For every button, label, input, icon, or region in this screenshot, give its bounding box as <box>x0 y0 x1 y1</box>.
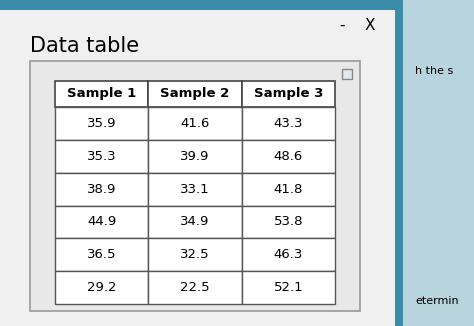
Text: 44.9: 44.9 <box>87 215 116 229</box>
Text: 53.8: 53.8 <box>273 215 303 229</box>
Bar <box>148 205 242 238</box>
Bar <box>55 271 148 304</box>
Bar <box>148 173 242 205</box>
Bar <box>148 271 242 304</box>
Text: 48.6: 48.6 <box>273 150 303 163</box>
Bar <box>55 205 148 238</box>
Bar <box>148 238 242 271</box>
Bar <box>30 61 360 311</box>
Bar <box>242 238 335 271</box>
Text: 35.3: 35.3 <box>87 150 117 163</box>
Bar <box>148 81 242 107</box>
Text: etermin: etermin <box>415 296 459 306</box>
Text: 46.3: 46.3 <box>273 248 303 261</box>
Text: 43.3: 43.3 <box>273 117 303 130</box>
Bar <box>0 0 400 326</box>
Text: Sample 2: Sample 2 <box>160 87 229 100</box>
Bar <box>55 173 148 205</box>
Text: 33.1: 33.1 <box>180 183 210 196</box>
Text: 41.8: 41.8 <box>273 183 303 196</box>
Text: 41.6: 41.6 <box>180 117 210 130</box>
Text: 35.9: 35.9 <box>87 117 117 130</box>
Bar <box>400 0 474 326</box>
Bar <box>55 140 148 173</box>
Text: Sample 1: Sample 1 <box>67 87 137 100</box>
Text: 22.5: 22.5 <box>180 281 210 294</box>
Bar <box>242 205 335 238</box>
Bar <box>0 0 403 10</box>
Bar <box>55 107 148 140</box>
Text: 38.9: 38.9 <box>87 183 116 196</box>
Bar <box>55 81 148 107</box>
Bar <box>148 107 242 140</box>
Text: 32.5: 32.5 <box>180 248 210 261</box>
Bar <box>342 69 352 79</box>
Bar <box>242 81 335 107</box>
Bar <box>242 173 335 205</box>
Text: -    X: - X <box>340 18 375 33</box>
Bar <box>395 0 403 326</box>
Text: 34.9: 34.9 <box>180 215 210 229</box>
Text: h the s: h the s <box>415 66 453 76</box>
Bar <box>148 140 242 173</box>
Text: 36.5: 36.5 <box>87 248 117 261</box>
Text: 39.9: 39.9 <box>180 150 210 163</box>
Text: 52.1: 52.1 <box>273 281 303 294</box>
Text: 29.2: 29.2 <box>87 281 117 294</box>
Bar <box>242 140 335 173</box>
Text: Data table: Data table <box>30 36 139 56</box>
Bar <box>242 271 335 304</box>
Text: Sample 3: Sample 3 <box>254 87 323 100</box>
Bar <box>242 107 335 140</box>
Bar <box>55 238 148 271</box>
